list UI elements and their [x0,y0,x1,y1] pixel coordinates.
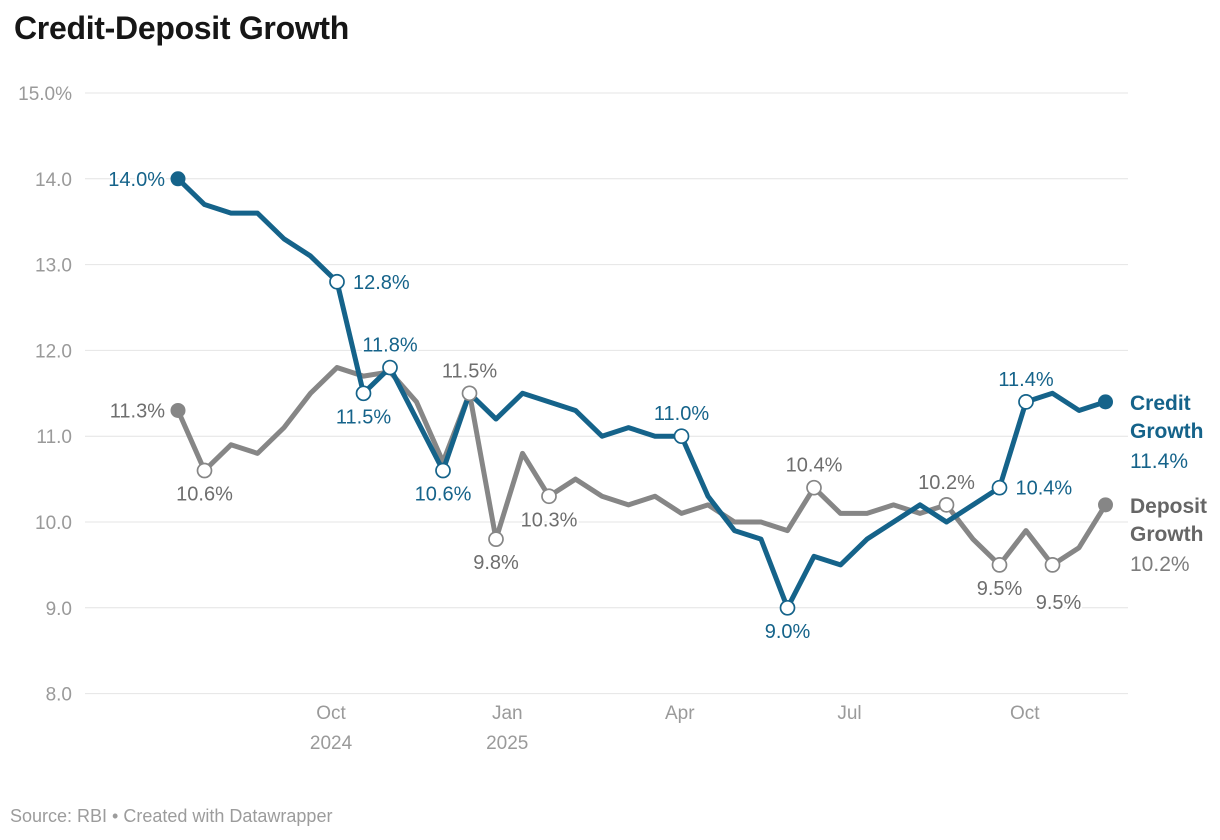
y-axis-tick-label: 10.0 [35,513,72,534]
deposit-growth-value-label: 9.5% [1036,592,1082,614]
y-axis-tick-label: 11.0 [36,427,72,448]
legend-credit-growth-name: Credit [1130,392,1191,415]
credit-growth-point-marker [329,273,345,290]
legend-deposit-growth-value: 10.2% [1130,553,1190,576]
credit-growth-point-marker [355,385,372,402]
credit-growth-point-marker [382,359,398,376]
credit-growth-value-label: 9.0% [765,621,811,643]
source-note: Source: RBI • Created with Datawrapper [10,806,333,826]
deposit-growth-point-marker [461,385,478,402]
y-axis-tick-label: 13.0 [35,256,72,277]
deposit-growth-value-label: 10.6% [176,484,233,506]
credit-growth-value-label: 12.8% [353,272,410,294]
credit-growth-value-label: 11.0% [654,403,709,425]
credit-growth-point-marker [1018,394,1034,410]
credit-growth-line [175,176,1108,611]
x-axis-tick-sublabel: 2025 [486,733,528,754]
credit-growth-value-label: 10.6% [415,484,472,506]
credit-growth-point-marker [673,428,690,445]
deposit-growth-value-label: 9.5% [977,578,1023,600]
deposit-growth-point-marker [806,479,822,496]
deposit-growth-point-marker [991,557,1008,573]
credit-growth-value-label: 11.5% [336,406,391,428]
deposit-growth-line [175,365,1108,568]
x-axis-tick-label: Oct [1010,703,1040,724]
credit-growth-point-marker [435,462,451,479]
x-axis-tick-label: Jul [837,703,861,724]
deposit-growth-value-label: 11.5% [442,360,497,382]
credit-growth-endpoint-marker [170,171,186,187]
chart-title: Credit-Deposit Growth [14,10,350,46]
deposit-growth-value-label: 9.8% [473,552,519,574]
credit-growth-value-label: 14.0% [108,169,165,191]
credit-growth-value-label: 11.4% [998,369,1053,391]
deposit-growth-endpoint-marker [170,402,186,418]
y-axis-tick-label: 14.0 [35,170,72,191]
credit-growth-value-label: 10.4% [1016,478,1073,500]
deposit-growth-value-label: 10.3% [521,509,578,531]
y-axis-tick-label: 8.0 [46,685,72,706]
credit-growth-endpoint-marker [1098,394,1113,410]
deposit-growth-value-label: 10.4% [786,455,843,477]
credit-growth-point-marker [991,479,1008,496]
deposit-growth-value-label: 10.2% [918,472,975,494]
credit-growth-value-label: 11.8% [362,335,417,357]
deposit-growth-value-label: 11.3% [110,400,165,422]
deposit-growth-point-marker [196,462,213,479]
y-axis-tick-label: 15.0% [18,84,72,105]
x-axis-tick-sublabel: 2024 [310,733,353,754]
deposit-growth-point-marker [1044,557,1061,573]
deposit-growth-endpoint-marker [1098,497,1113,513]
x-axis-tick-label: Oct [316,703,346,724]
legend-deposit-growth-name: Deposit [1130,495,1207,518]
y-axis-tick-label: 12.0 [35,341,72,362]
deposit-growth-point-marker [488,531,504,548]
x-axis-tick-label: Apr [665,703,695,724]
legend-credit-growth-value: 11.4% [1130,450,1188,473]
deposit-growth-point-marker [938,496,955,513]
credit-growth-point-marker [779,599,796,616]
legend-deposit-growth-name: Growth [1130,523,1204,546]
legend-credit-growth-name: Growth [1130,420,1204,443]
deposit-growth-point-marker [541,488,557,505]
y-axis-tick-label: 9.0 [46,599,72,620]
x-axis-tick-label: Jan [492,703,523,724]
